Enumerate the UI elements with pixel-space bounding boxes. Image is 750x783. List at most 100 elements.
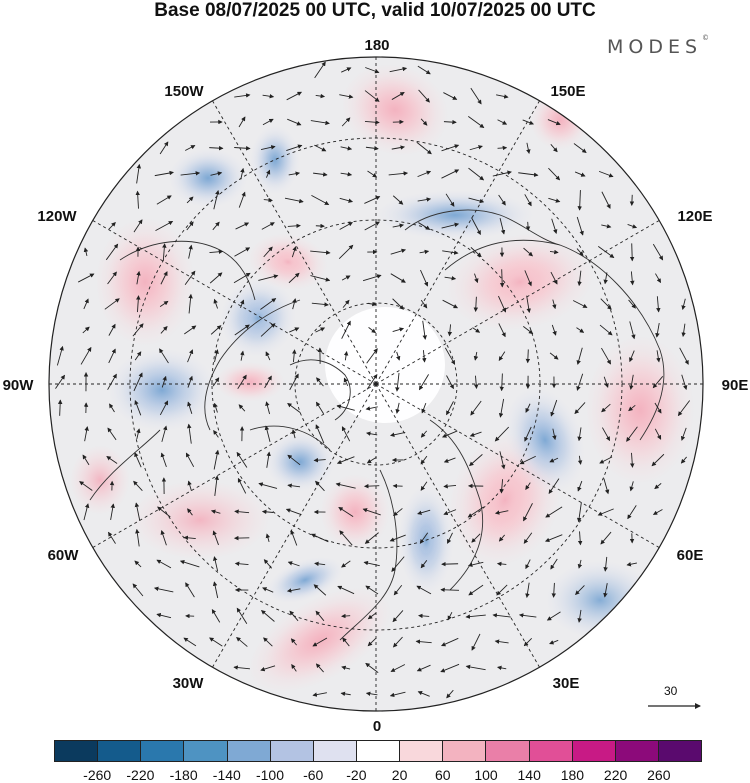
wind-vector: [420, 481, 428, 491]
wind-vector: [134, 400, 142, 416]
colorbar-cell: [55, 741, 99, 761]
wind-vector: [498, 194, 506, 206]
wind-vector: [629, 452, 635, 468]
wind-vector: [183, 535, 196, 541]
anomaly-region: [545, 560, 655, 640]
wind-vector: [392, 298, 404, 310]
wind-vector: [416, 664, 431, 672]
wind-vector: [179, 560, 200, 568]
wind-vector: [519, 455, 536, 465]
wind-vector: [498, 323, 506, 338]
wind-vector: [212, 530, 219, 546]
wind-vector: [443, 92, 458, 100]
wind-vector: [364, 90, 380, 102]
wind-vector: [365, 691, 378, 696]
wind-vector: [547, 119, 561, 126]
wind-vector: [550, 144, 558, 153]
wind-vector: [548, 197, 561, 203]
wind-vector: [311, 195, 330, 205]
wind-vector: [549, 639, 559, 645]
wind-vector: [240, 299, 245, 309]
colorbar-cell: [98, 741, 142, 761]
wind-vectors: [55, 61, 691, 699]
wind-vector: [136, 295, 141, 313]
wind-vector: [627, 505, 637, 520]
wind-vector: [362, 508, 381, 516]
wind-vector: [236, 451, 248, 468]
wind-vector: [134, 502, 141, 521]
wind-vector: [289, 327, 300, 333]
wind-vector: [417, 197, 432, 202]
wind-vector: [80, 346, 92, 365]
wind-vector: [391, 556, 405, 572]
wind-vector: [185, 582, 195, 598]
wind-scale-label: 30: [664, 684, 678, 698]
coastline: [404, 209, 561, 246]
wind-vector: [156, 559, 172, 569]
anomaly-region: [354, 75, 436, 145]
wind-vector: [467, 561, 484, 568]
wind-vector: [234, 146, 251, 151]
wind-vector: [494, 426, 510, 442]
wind-vector: [214, 349, 219, 363]
wind-vector: [341, 275, 351, 281]
wind-vector: [364, 196, 381, 204]
wind-vector: [525, 582, 530, 599]
wind-vector: [396, 351, 401, 361]
lon-label-30e: 30E: [553, 675, 580, 692]
wind-vector: [525, 403, 531, 413]
wind-vector: [599, 456, 613, 464]
wind-vector: [132, 323, 144, 337]
meridian-line: [375, 383, 540, 668]
wind-vector: [417, 509, 431, 515]
wind-vector: [552, 299, 557, 310]
wind-vector: [629, 321, 636, 340]
wind-vector: [209, 249, 224, 254]
wind-vector: [576, 373, 584, 391]
wind-vector: [235, 222, 250, 230]
wind-vector: [288, 272, 300, 284]
wind-vector: [601, 427, 611, 442]
wind-vector: [526, 142, 531, 154]
lon-label-60e: 60E: [677, 547, 704, 564]
wind-vector: [261, 222, 275, 230]
wind-vector: [603, 583, 608, 598]
wind-vector: [599, 324, 613, 336]
wind-vector: [313, 584, 327, 596]
wind-vector: [445, 193, 455, 207]
meridian-line: [212, 383, 377, 668]
wind-vector: [314, 561, 326, 567]
colorbar-label: -20: [346, 767, 367, 783]
wind-vector: [159, 300, 169, 308]
wind-vector: [214, 475, 219, 496]
wind-vector: [473, 351, 479, 361]
wind-vector: [365, 662, 379, 674]
wind-vector: [367, 612, 376, 620]
wind-vector: [335, 482, 356, 489]
wind-vector: [108, 323, 116, 336]
wind-vector: [336, 404, 355, 411]
wind-vector: [213, 402, 218, 413]
wind-vector: [286, 588, 301, 593]
lon-label-120w: 120W: [37, 208, 77, 225]
wind-vector: [391, 92, 405, 100]
wind-vector: [366, 373, 378, 390]
colorbar-cell: [443, 741, 487, 761]
wind-vector: [341, 67, 352, 73]
wind-vector: [263, 637, 273, 647]
longitude-labels: 180 150E 120E 90E 60E 30E 0 30W 60W 90W …: [3, 37, 749, 735]
wind-vector: [416, 585, 432, 595]
colorbar-cell: [141, 741, 185, 761]
wind-vector: [136, 428, 141, 440]
wind-vector: [180, 171, 201, 176]
wind-vector: [545, 534, 563, 542]
wind-vector: [389, 691, 406, 698]
wind-vector: [210, 325, 222, 335]
wind-vector: [679, 347, 689, 365]
colorbar-label: 220: [603, 767, 628, 783]
wind-vector: [263, 197, 273, 203]
wind-vector: [260, 665, 276, 672]
wind-vector: [518, 613, 537, 618]
wind-vector: [338, 244, 354, 260]
wind-vector: [576, 327, 585, 333]
